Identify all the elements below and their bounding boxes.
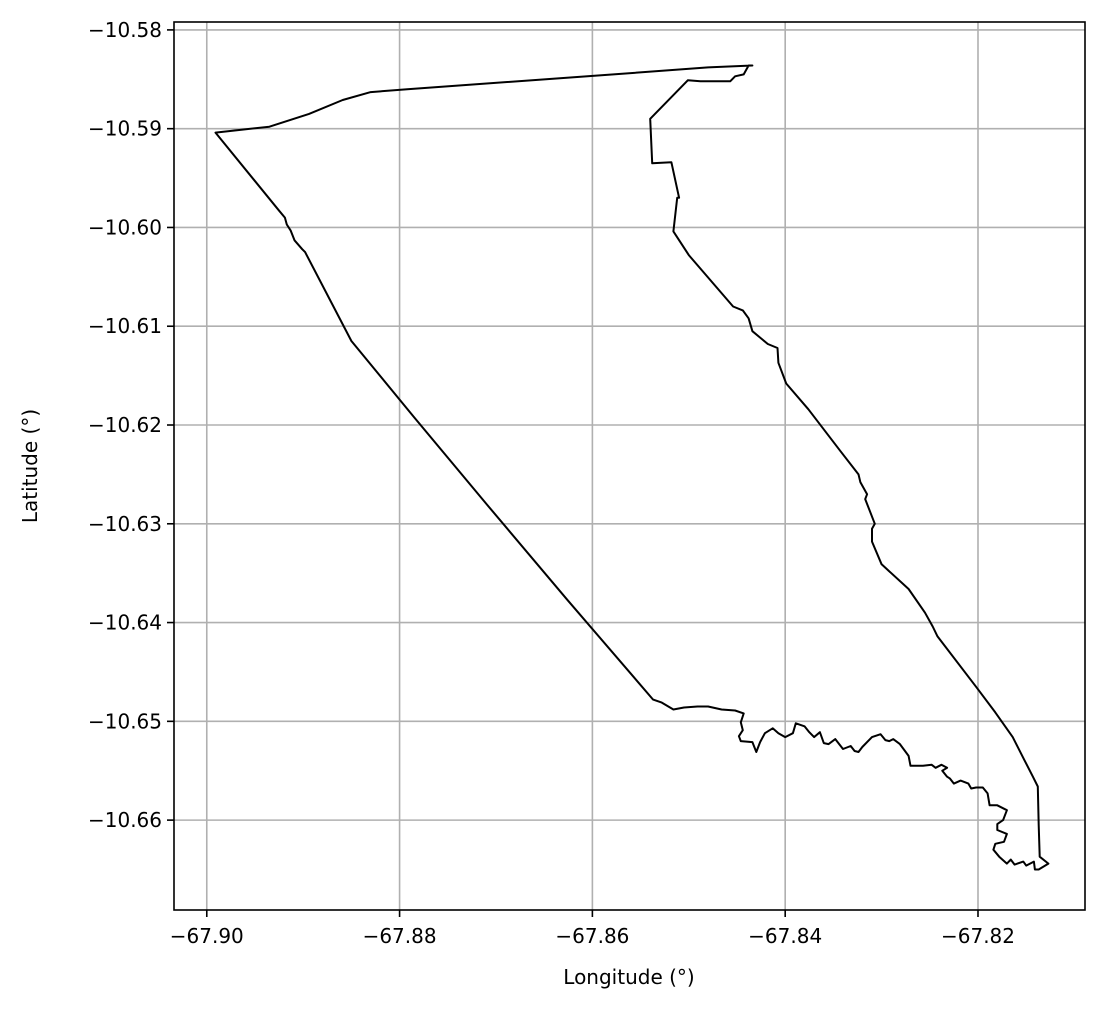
y-tick-label: −10.66 [88,808,162,832]
x-tick-label: −67.82 [941,924,1015,948]
y-tick-label: −10.58 [88,18,162,42]
x-tick-label: −67.88 [363,924,437,948]
x-tick-label: −67.84 [748,924,822,948]
x-axis-ticks: −67.90 −67.88 −67.86 −67.84 −67.82 [170,910,1015,948]
y-tick-label: −10.65 [88,709,162,733]
boundary-layer [216,66,1049,870]
y-tick-label: −10.63 [88,512,162,536]
x-tick-label: −67.90 [170,924,244,948]
y-tick-label: −10.62 [88,413,162,437]
x-axis-label: Longitude (°) [563,965,694,989]
y-tick-label: −10.59 [88,117,162,141]
y-tick-label: −10.61 [88,314,162,338]
y-axis-label: Latitude (°) [18,409,42,523]
y-axis-ticks: −10.58 −10.59 −10.60 −10.61 −10.62 −10.63 −10.… [88,18,174,832]
x-tick-label: −67.86 [555,924,629,948]
y-tick-label: −10.64 [88,611,162,635]
y-tick-label: −10.60 [88,215,162,239]
boundary-outline [216,66,1049,870]
